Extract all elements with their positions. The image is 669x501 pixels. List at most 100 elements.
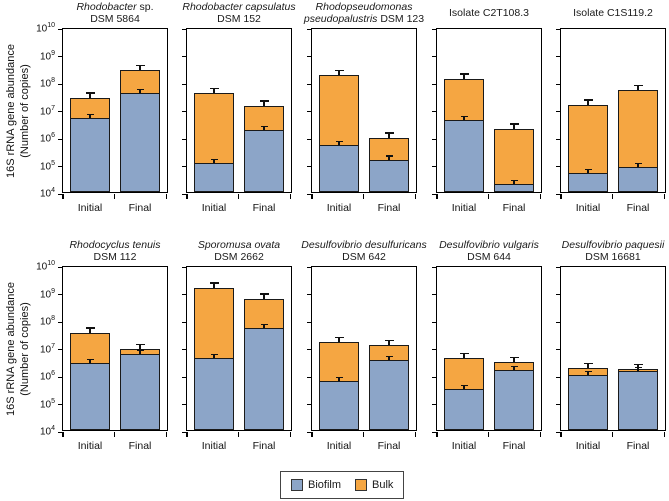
x-tick bbox=[488, 193, 490, 199]
error-bar-stem bbox=[338, 142, 340, 146]
error-bar-stem bbox=[338, 338, 340, 343]
biofilm-segment bbox=[444, 120, 484, 192]
y-tick-label: 109 bbox=[39, 49, 55, 62]
biofilm-segment bbox=[369, 360, 409, 430]
error-bar-cap bbox=[334, 69, 344, 71]
y-tick bbox=[57, 376, 63, 378]
subplot-title-line: Rhodopseudomonas bbox=[284, 1, 444, 13]
error-bar-stem bbox=[338, 70, 340, 75]
bar-final bbox=[369, 137, 409, 192]
subplot-title: Rhodopseudomonas pseudopalustris DSM 123 bbox=[284, 0, 444, 26]
bar-final bbox=[369, 344, 409, 430]
x-label-initial: Initial bbox=[575, 440, 601, 452]
y-tick-label: 106 bbox=[39, 132, 55, 145]
y-tick bbox=[431, 294, 437, 296]
x-tick bbox=[540, 431, 542, 437]
y-tick bbox=[306, 111, 312, 113]
error-bar-stem bbox=[463, 117, 465, 121]
error-bar-stem bbox=[139, 89, 141, 93]
error-bar-cap bbox=[210, 354, 218, 356]
x-label-final: Final bbox=[377, 440, 401, 452]
biofilm-segment bbox=[120, 353, 160, 430]
y-tick bbox=[57, 111, 63, 113]
subplot-rhodocyclus-tenuis-dsm-112: Rhodocyclus tenuis DSM 112 1010 109 108 107 10… bbox=[36, 238, 168, 452]
error-bar-stem bbox=[213, 160, 215, 164]
y-tick bbox=[431, 166, 437, 168]
title-species-text: Sporomusa ovata bbox=[197, 239, 281, 251]
bar-final bbox=[120, 348, 160, 430]
bulk-segment bbox=[444, 358, 484, 391]
y-tick bbox=[306, 349, 312, 351]
y-tick bbox=[431, 349, 437, 351]
subplot-title: Sporomusa ovata DSM 2662 bbox=[159, 238, 319, 264]
y-tick bbox=[181, 166, 187, 168]
subplot-title-line: Rhodobacter sp. bbox=[35, 1, 195, 13]
subplot-title-line: DSM 152 bbox=[159, 13, 319, 25]
biofilm-segment bbox=[70, 117, 110, 192]
y-tick bbox=[306, 193, 312, 195]
y-tick bbox=[555, 266, 561, 268]
subplot-title-line: DSM 5864 bbox=[35, 13, 195, 25]
y-tick bbox=[181, 138, 187, 140]
y-tick bbox=[57, 266, 63, 268]
error-bar-cap bbox=[510, 179, 518, 181]
plot-area: Initial Final bbox=[555, 266, 666, 452]
y-tick bbox=[57, 83, 63, 85]
plot-area: Initial Final bbox=[306, 266, 417, 452]
error-bar-cap bbox=[260, 324, 268, 326]
y-tick bbox=[181, 404, 187, 406]
biofilm-segment bbox=[244, 129, 284, 192]
y-tick-label: 104 bbox=[39, 187, 55, 200]
error-bar-stem bbox=[263, 101, 265, 106]
error-bar-stem bbox=[263, 294, 265, 299]
x-label-initial: Initial bbox=[451, 440, 477, 452]
title-plain-text: Isolate C2T108.3 bbox=[449, 7, 529, 19]
plot-area: Initial Final bbox=[181, 28, 292, 214]
error-bar-stem bbox=[463, 74, 465, 79]
bar-final bbox=[618, 90, 658, 192]
error-bar-stem bbox=[513, 180, 515, 184]
bar-final bbox=[494, 128, 534, 192]
x-tick bbox=[560, 193, 562, 199]
y-tick bbox=[181, 28, 187, 30]
subplot-title-line: DSM 644 bbox=[409, 251, 569, 263]
error-bar-cap bbox=[460, 385, 468, 387]
error-bar-stem bbox=[263, 325, 265, 329]
x-label-final: Final bbox=[502, 440, 526, 452]
error-bar-stem bbox=[463, 386, 465, 390]
bar-initial bbox=[444, 358, 484, 430]
y-tick bbox=[555, 193, 561, 195]
plot-area: Initial Final bbox=[431, 28, 542, 214]
title-plain-text: DSM 152 bbox=[217, 13, 261, 25]
error-bar-stem bbox=[587, 169, 589, 173]
error-bar-cap bbox=[634, 162, 642, 165]
error-bar-cap bbox=[259, 100, 269, 102]
x-tick bbox=[436, 431, 438, 437]
biofilm-segment bbox=[244, 328, 284, 430]
title-species-text: Rhodocyclus tenuis bbox=[69, 239, 161, 251]
error-bar-cap bbox=[335, 141, 343, 143]
x-tick bbox=[290, 431, 292, 437]
bar-initial bbox=[444, 78, 484, 192]
x-tick bbox=[612, 431, 614, 437]
subplot-title: Desulfovibrio paquesii DSM 16681 bbox=[533, 238, 669, 264]
y-tick bbox=[181, 431, 187, 433]
error-bar-cap bbox=[209, 87, 219, 89]
y-tick bbox=[555, 404, 561, 406]
error-bar-cap bbox=[634, 366, 642, 368]
error-bar-cap bbox=[583, 99, 593, 101]
error-bar-stem bbox=[89, 328, 91, 333]
bulk-segment bbox=[568, 104, 608, 174]
biofilm-swatch bbox=[291, 479, 303, 491]
x-label-final: Final bbox=[626, 440, 650, 452]
y-tick-label: 108 bbox=[39, 77, 55, 90]
error-bar-cap bbox=[510, 365, 518, 368]
x-tick bbox=[311, 193, 313, 199]
error-bar-stem bbox=[637, 367, 639, 371]
biofilm-segment bbox=[369, 159, 409, 192]
x-label-initial: Initial bbox=[451, 202, 477, 214]
y-tick bbox=[431, 193, 437, 195]
title-species-text: Desulfovibrio desulfuricans bbox=[301, 239, 427, 251]
error-bar-cap bbox=[136, 88, 144, 90]
subplot-title-line: Desulfovibrio paquesii bbox=[533, 239, 669, 251]
